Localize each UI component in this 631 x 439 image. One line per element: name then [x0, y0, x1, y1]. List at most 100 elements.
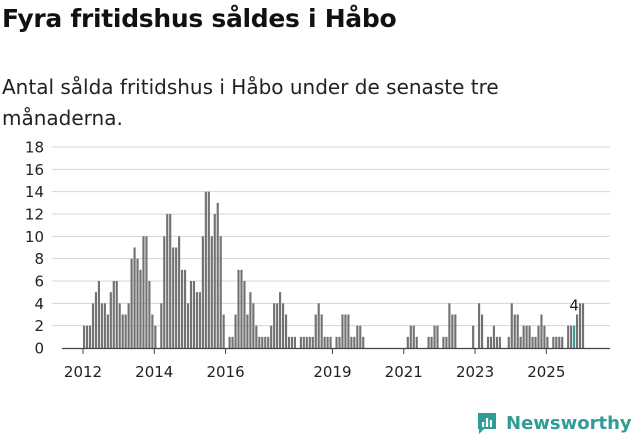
bar: [163, 236, 166, 348]
bar: [169, 214, 172, 348]
x-tick-label: 2016: [206, 363, 244, 381]
bar: [201, 236, 204, 348]
bar: [183, 269, 187, 348]
bar: [276, 303, 279, 348]
y-tick-label: 16: [25, 161, 44, 179]
bar: [576, 314, 579, 348]
chart-title: Fyra fritidshus såldes i Håbo: [2, 4, 397, 33]
bar: [543, 325, 546, 348]
bar: [234, 314, 237, 348]
bar: [136, 258, 139, 348]
bar: [486, 336, 490, 348]
bar: [436, 325, 439, 348]
bar: [112, 281, 115, 348]
bar: [207, 191, 210, 348]
bar: [204, 191, 207, 348]
bar: [510, 303, 513, 348]
bar: [338, 336, 341, 348]
bar: [335, 336, 338, 348]
bar: [356, 325, 359, 348]
bar: [258, 336, 261, 348]
bar: [172, 247, 175, 348]
bar: [88, 325, 92, 348]
bar: [323, 336, 326, 348]
bar: [344, 314, 347, 348]
bar: [270, 325, 273, 348]
bar: [118, 303, 121, 348]
bar: [427, 336, 430, 348]
bar: [186, 303, 190, 348]
bar: [166, 214, 169, 348]
bar: [85, 325, 89, 348]
bar: [534, 336, 537, 348]
grid-lines: [52, 146, 610, 327]
bar: [273, 303, 276, 348]
bar: [430, 336, 433, 348]
bar: [249, 292, 252, 348]
bar: [513, 314, 516, 348]
bar: [192, 281, 196, 348]
bar: [290, 336, 294, 348]
bar: [558, 336, 561, 348]
bar: [406, 336, 409, 348]
bar: [311, 336, 314, 348]
bar: [540, 314, 543, 348]
newsworthy-brand: Newsworthy: [476, 408, 631, 438]
bar: [106, 314, 109, 348]
bar: [281, 303, 285, 348]
bar: [103, 303, 106, 348]
bar: [454, 314, 457, 348]
bar: [341, 314, 344, 348]
bar: [567, 325, 570, 348]
bar: [94, 292, 98, 348]
x-tick-label: 2023: [456, 363, 494, 381]
bar: [195, 292, 199, 348]
bar: [522, 325, 525, 348]
x-tick-label: 2019: [313, 363, 351, 381]
brand-name: Newsworthy: [506, 412, 631, 434]
bar: [97, 281, 100, 348]
bar: [531, 336, 534, 348]
bar: [478, 303, 481, 348]
bar: [252, 303, 255, 348]
x-tick-label: 2021: [385, 363, 423, 381]
bar: [507, 336, 510, 348]
bar: [528, 325, 531, 348]
bar: [308, 336, 311, 348]
bar: [160, 303, 163, 348]
bar: [578, 303, 582, 348]
bar: [279, 292, 282, 348]
bar: [261, 336, 264, 348]
bar: [91, 303, 95, 348]
bar: [145, 236, 148, 348]
bar: [525, 325, 528, 348]
bar: [216, 202, 219, 348]
y-tick-label: 4: [34, 295, 44, 313]
bar: [293, 336, 297, 348]
bar: [284, 314, 288, 348]
bar: [255, 325, 258, 348]
bar: [237, 269, 240, 348]
bar: [109, 292, 112, 348]
y-tick-labels: 0 2 4 6 8 10 12 14 16 18: [25, 139, 44, 358]
bar: [353, 336, 356, 348]
bar: [181, 269, 184, 348]
last-value-label: 4: [569, 297, 579, 315]
bars: [83, 191, 585, 348]
bar: [299, 336, 302, 348]
bar: [198, 292, 201, 348]
y-tick-label: 12: [25, 206, 44, 224]
y-tick-label: 14: [25, 183, 44, 201]
bar: [264, 336, 267, 348]
chart-subtitle: Antal sålda fritidshus i Håbo under de s…: [2, 75, 499, 130]
bar: [115, 281, 118, 348]
bar: [240, 269, 243, 348]
bar: [133, 247, 136, 348]
bar: [415, 336, 418, 348]
y-tick-label: 2: [34, 317, 44, 335]
bar: [350, 336, 353, 348]
bar: [480, 314, 484, 348]
bar: [409, 325, 412, 348]
x-tick-label: 2025: [527, 363, 565, 381]
bar: [219, 236, 222, 348]
